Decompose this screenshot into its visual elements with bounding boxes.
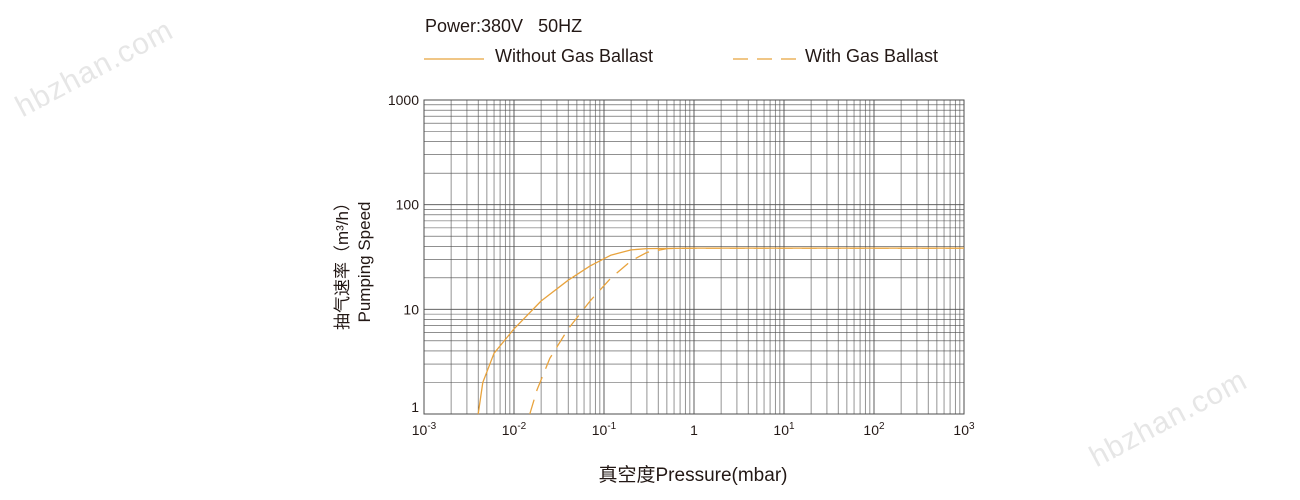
y-tick-label: 100 [396,197,420,213]
series-line-with-gas-ballast [529,247,964,415]
x-tick-label: 10-2 [502,421,527,438]
y-axis-label-chinese: 抽气速率（m³/h） [333,194,352,330]
x-tick-label: 10-3 [412,421,437,438]
y-tick-label: 1000 [388,92,419,108]
legend-label-without-gas-ballast: Without Gas Ballast [495,46,653,66]
x-tick-label: 101 [773,421,795,438]
x-axis-ticks: 10-3 10-2 10-1 1 101 102 103 [412,421,975,438]
chart-title: Power:380V 50HZ [425,16,582,36]
series-lines [477,247,964,415]
y-tick-label: 1 [411,399,419,415]
y-axis-label-english: Pumping Speed [355,202,374,323]
series-line-without-gas-ballast [477,247,964,415]
legend-label-with-gas-ballast: With Gas Ballast [805,46,938,66]
x-tick-label: 103 [953,421,975,438]
chart-grid [423,99,965,415]
x-tick-label: 102 [863,421,885,438]
x-axis-label: 真空度Pressure(mbar) [599,464,788,486]
plot-frame [423,99,965,415]
y-tick-label: 10 [403,301,419,317]
x-tick-label: 10-1 [592,421,617,438]
y-axis-ticks: 1 10 100 1000 [388,92,419,415]
x-tick-label: 1 [690,422,698,438]
